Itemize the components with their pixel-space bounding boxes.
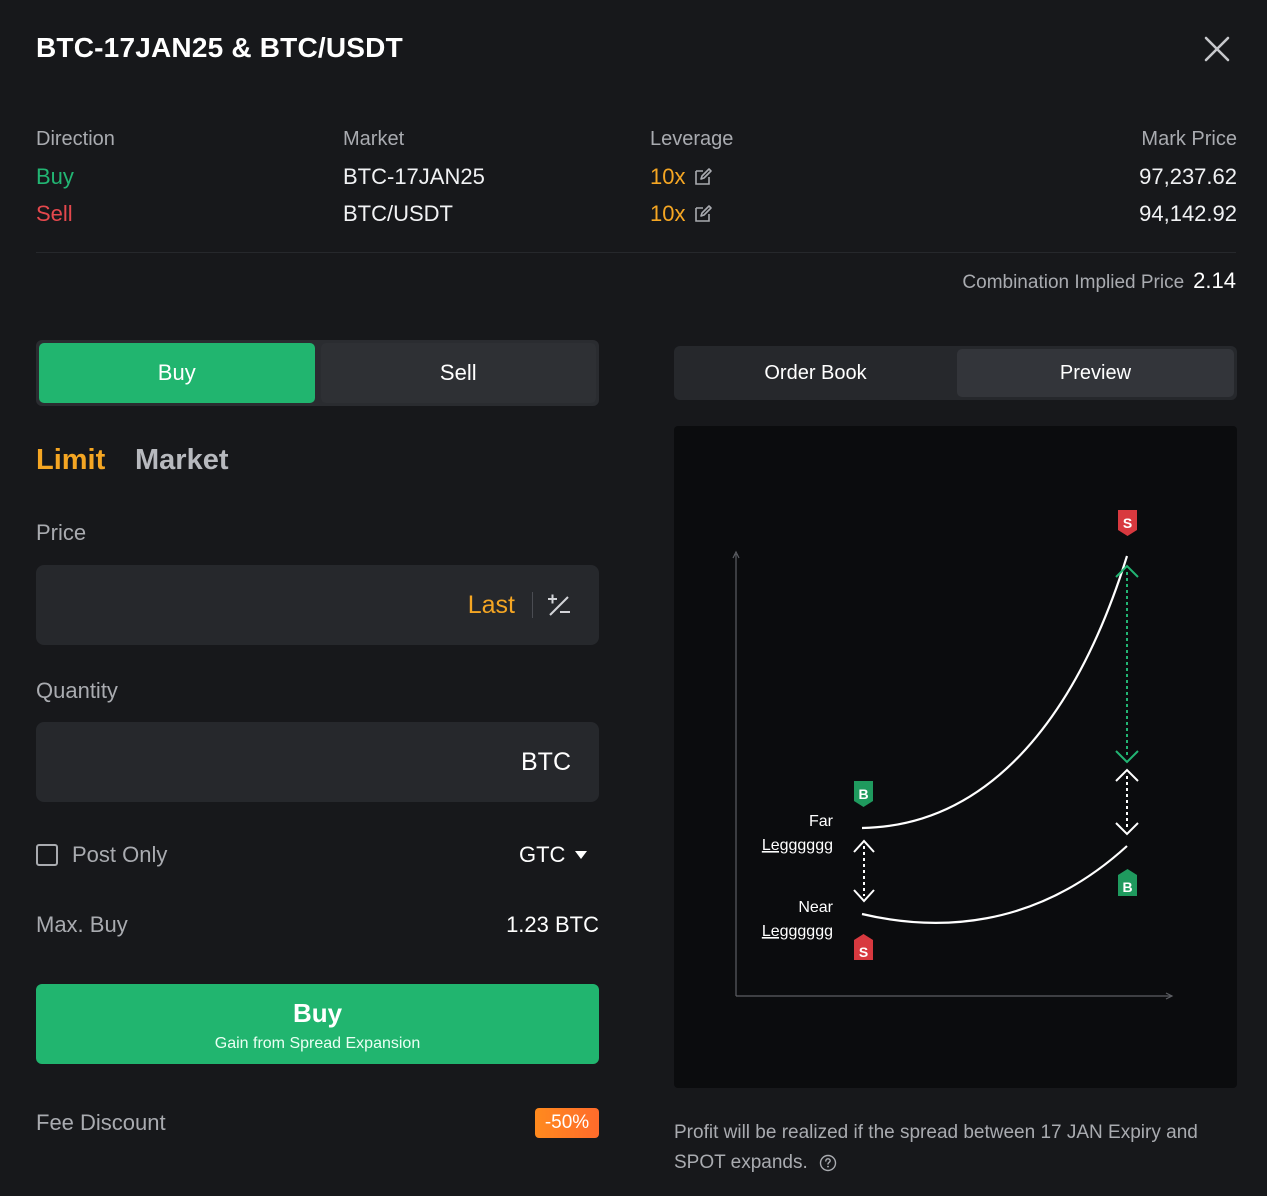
side-toggle: Buy Sell <box>36 340 599 406</box>
separator <box>532 592 533 618</box>
max-buy-label: Max. Buy <box>36 912 128 937</box>
quantity-unit: BTC <box>521 748 571 776</box>
plus-minus-icon[interactable] <box>545 591 573 619</box>
right-green-arrow <box>1115 564 1139 764</box>
leverage-row-2: 10x <box>650 201 713 227</box>
max-buy-value: 1.23 BTC <box>506 912 599 937</box>
direction-header: Direction <box>36 128 115 150</box>
svg-text:S: S <box>859 944 868 960</box>
edit-icon[interactable] <box>693 167 713 187</box>
post-only-checkbox[interactable] <box>36 844 58 866</box>
tag-b-near: B <box>1118 869 1137 896</box>
svg-text:S: S <box>1123 515 1132 531</box>
near-sub-label: Legggggg <box>762 923 833 940</box>
near-label: Near <box>798 899 833 916</box>
far-leg-curve <box>861 555 1129 830</box>
far-sub-label: Legggggg <box>762 837 833 854</box>
time-in-force-select[interactable]: GTC <box>519 842 566 867</box>
market-header: Market <box>343 128 405 150</box>
last-price-button[interactable]: Last <box>467 591 515 619</box>
combination-label: Combination Implied Price <box>962 272 1185 293</box>
tag-s-near: S <box>854 934 873 960</box>
order-type-limit[interactable]: Limit <box>36 444 106 476</box>
divider <box>36 252 1236 253</box>
svg-text:B: B <box>858 786 868 802</box>
price-input[interactable]: Last <box>36 565 599 645</box>
buy-submit-button[interactable]: Buy Gain from Spread Expansion <box>36 984 599 1064</box>
leverage-header: Leverage <box>650 128 734 150</box>
quantity-input[interactable]: BTC <box>36 722 599 802</box>
tab-preview[interactable]: Preview <box>957 349 1234 397</box>
mark-price-far: 97,237.62 <box>1139 164 1237 189</box>
close-icon[interactable] <box>1198 30 1236 68</box>
tab-order-book[interactable]: Order Book <box>764 361 867 384</box>
mark-price-near: 94,142.92 <box>1139 201 1237 226</box>
far-label: Far <box>809 813 834 830</box>
svg-text:B: B <box>1122 879 1132 895</box>
submit-sublabel: Gain from Spread Expansion <box>214 1035 421 1052</box>
combination-value: 2.14 <box>1193 268 1236 293</box>
left-spread-arrow <box>853 839 875 903</box>
leverage-value: 10x <box>650 201 686 226</box>
panel-tabs: Order Book Preview <box>674 346 1237 400</box>
quantity-label: Quantity <box>36 678 118 703</box>
fee-discount-label: Fee Discount <box>36 1110 166 1135</box>
tag-b-far: B <box>854 781 873 807</box>
fee-discount-badge: -50% <box>535 1108 599 1138</box>
side-buy-tab[interactable]: Buy <box>39 343 315 403</box>
right-white-arrow <box>1115 768 1139 836</box>
caret-down-icon[interactable] <box>575 851 587 859</box>
profit-note: Profit will be realized if the spread be… <box>674 1118 1244 1178</box>
near-leg-curve <box>861 845 1128 924</box>
leverage-row-1: 10x <box>650 164 713 190</box>
axes <box>732 550 1174 1000</box>
spread-diagram: B S S B Far Legggggg Near Legggggg <box>674 426 1237 1088</box>
order-type-market[interactable]: Market <box>135 444 229 476</box>
side-sell-tab[interactable]: Sell <box>320 343 596 403</box>
combination-implied-price: Combination Implied Price 2.14 <box>962 268 1236 294</box>
market-far: BTC-17JAN25 <box>343 164 485 189</box>
mark-price-header: Mark Price <box>1141 128 1237 150</box>
submit-label: Buy <box>292 998 343 1028</box>
page-title: BTC-17JAN25 & BTC/USDT <box>36 32 403 63</box>
leverage-value: 10x <box>650 164 686 189</box>
direction-buy: Buy <box>36 164 74 189</box>
help-icon[interactable] <box>819 1154 837 1172</box>
direction-sell: Sell <box>36 201 73 226</box>
edit-icon[interactable] <box>693 204 713 224</box>
price-label: Price <box>36 520 87 545</box>
post-only-label[interactable]: Post Only <box>72 842 168 867</box>
tag-s-far: S <box>1118 510 1137 536</box>
market-near: BTC/USDT <box>343 201 453 226</box>
spread-diagram-svg: B S S B Far Legggggg Near Legggggg <box>732 510 1174 1000</box>
profit-note-text: Profit will be realized if the spread be… <box>674 1122 1198 1173</box>
